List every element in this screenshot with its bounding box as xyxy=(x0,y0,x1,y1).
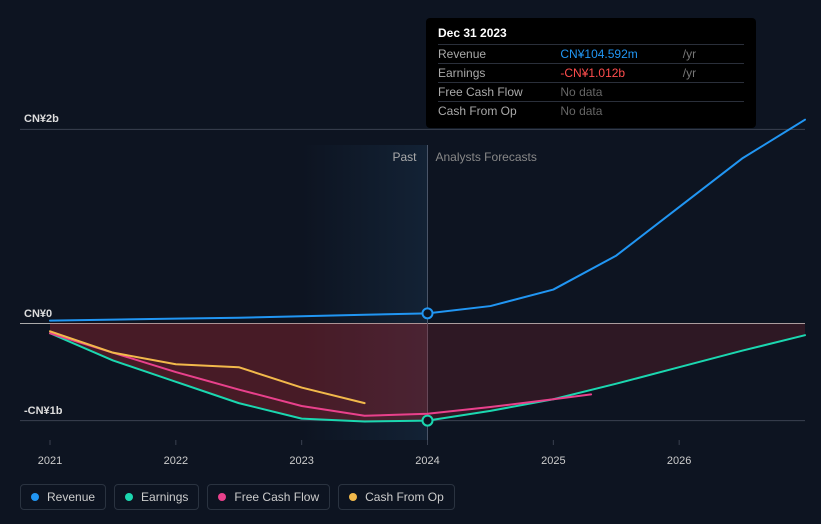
x-axis-label: 2021 xyxy=(38,455,62,467)
tooltip-row: Free Cash FlowNo data xyxy=(438,83,744,102)
financial-forecast-chart: -CN¥1b CN¥0 CN¥2b 2021 2022 2023 2024 2025 2026… xyxy=(0,0,821,524)
tooltip-row-unit xyxy=(683,83,744,102)
chart-tooltip: Dec 31 2023 RevenueCN¥104.592m/yrEarning… xyxy=(426,18,756,128)
tooltip-row-unit: /yr xyxy=(683,64,744,83)
y-axis-label: CN¥2b xyxy=(24,113,59,125)
tooltip-row-value: No data xyxy=(560,83,682,102)
legend-label: Cash From Op xyxy=(365,490,444,504)
chart-legend: Revenue Earnings Free Cash Flow Cash From O… xyxy=(20,484,455,510)
x-axis-label: 2022 xyxy=(164,455,188,467)
tooltip-row-label: Earnings xyxy=(438,64,560,83)
legend-item-cfo[interactable]: Cash From Op xyxy=(338,484,455,510)
tooltip-date: Dec 31 2023 xyxy=(438,26,744,40)
legend-item-fcf[interactable]: Free Cash Flow xyxy=(207,484,330,510)
forecast-label: Analysts Forecasts xyxy=(436,150,537,164)
y-axis-label: CN¥0 xyxy=(24,308,52,320)
tooltip-row: Cash From OpNo data xyxy=(438,102,744,121)
tooltip-row-unit xyxy=(683,102,744,121)
tooltip-row-value: CN¥104.592m xyxy=(560,45,682,64)
legend-dot-icon xyxy=(349,493,357,501)
x-axis-label: 2023 xyxy=(289,455,313,467)
legend-dot-icon xyxy=(218,493,226,501)
tooltip-row-value: -CN¥1.012b xyxy=(560,64,682,83)
tooltip-row-label: Cash From Op xyxy=(438,102,560,121)
tooltip-row: RevenueCN¥104.592m/yr xyxy=(438,45,744,64)
legend-item-revenue[interactable]: Revenue xyxy=(20,484,106,510)
legend-label: Earnings xyxy=(141,490,188,504)
tooltip-row-label: Free Cash Flow xyxy=(438,83,560,102)
tooltip-row: Earnings-CN¥1.012b/yr xyxy=(438,64,744,83)
legend-label: Revenue xyxy=(47,490,95,504)
legend-item-earnings[interactable]: Earnings xyxy=(114,484,199,510)
past-label: Past xyxy=(393,150,417,164)
y-axis-label: -CN¥1b xyxy=(24,405,63,417)
x-axis-label: 2024 xyxy=(415,455,439,467)
tooltip-row-value: No data xyxy=(560,102,682,121)
x-axis-label: 2026 xyxy=(667,455,691,467)
legend-dot-icon xyxy=(125,493,133,501)
legend-label: Free Cash Flow xyxy=(234,490,319,504)
x-axis-label: 2025 xyxy=(541,455,565,467)
legend-dot-icon xyxy=(31,493,39,501)
tooltip-row-label: Revenue xyxy=(438,45,560,64)
tooltip-row-unit: /yr xyxy=(683,45,744,64)
